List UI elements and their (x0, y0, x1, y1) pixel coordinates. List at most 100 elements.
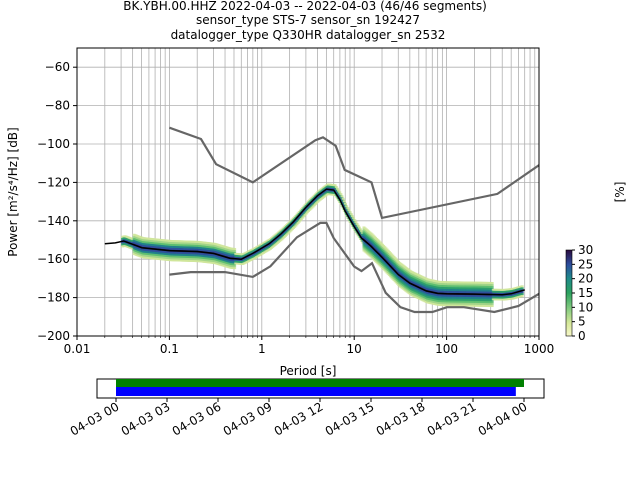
density-cell (289, 229, 293, 232)
density-cell (233, 247, 237, 250)
density-cell (338, 191, 342, 194)
density-cell (382, 244, 386, 247)
density-cell (520, 294, 524, 297)
density-cell (233, 265, 237, 268)
density-cell (345, 205, 349, 208)
chart-title-line2: sensor_type STS-7 sensor_sn 192427 (196, 13, 420, 27)
density-cell (395, 259, 399, 262)
chart-title-line3: datalogger_type Q330HR datalogger_sn 253… (171, 28, 446, 42)
density-cell (380, 243, 384, 246)
density-cell (296, 221, 300, 224)
density-cell (360, 230, 364, 233)
density-cell (305, 211, 309, 214)
time-tick-label: 04-03 09 (221, 399, 275, 438)
density-cell (490, 305, 494, 308)
density-cell (390, 253, 394, 256)
density-cell (287, 231, 291, 234)
density-cell (304, 212, 308, 215)
density-cell (397, 260, 401, 263)
density-cell (490, 301, 494, 304)
density-cell (379, 242, 383, 245)
density-cell (334, 185, 338, 188)
density-cell (298, 219, 302, 222)
density-cell (286, 232, 290, 235)
density-cell (377, 240, 381, 243)
density-cell (297, 220, 301, 223)
density-cell (308, 208, 312, 211)
density-cell (340, 195, 344, 198)
low-noise-model-line (169, 221, 539, 314)
density-cell (393, 257, 397, 260)
y-tick-label: −120 (37, 175, 70, 189)
density-cell (349, 213, 353, 216)
time-tick-label: 04-03 00 (68, 399, 122, 438)
density-cell (359, 228, 363, 231)
density-cell (348, 211, 352, 214)
density-cell (313, 203, 317, 206)
density-cell (293, 225, 297, 228)
density-cell (520, 292, 524, 295)
density-cell (341, 197, 345, 200)
density-cell (337, 189, 341, 192)
high-noise-model-line (169, 126, 539, 220)
density-cell (394, 258, 398, 261)
density-cell (490, 282, 494, 285)
mode-line (104, 188, 525, 296)
colorbar-tick-label: 30 (578, 243, 593, 257)
density-cell (520, 285, 524, 288)
density-cell (355, 222, 359, 225)
plot-frame (76, 47, 540, 337)
colorbar-tick-label: 15 (578, 286, 593, 300)
x-axis-label: Period [s] (280, 364, 337, 378)
density-cell (378, 241, 382, 244)
density-cell (520, 291, 524, 294)
density-cell (392, 255, 396, 258)
time-tick-label: 04-03 03 (119, 399, 173, 438)
density-cell (389, 252, 393, 255)
density-cell (288, 230, 292, 233)
time-tick-label: 04-03 12 (272, 399, 326, 438)
density-cell (333, 184, 337, 187)
density-cell (342, 200, 346, 203)
density-cell (353, 219, 357, 222)
density-cell (315, 201, 319, 204)
density-cell (520, 287, 524, 290)
y-axis-label: Power [m²/s⁴/Hz] [dB] (6, 127, 20, 256)
density-cell (344, 202, 348, 205)
density-cell (290, 228, 294, 231)
density-cell (283, 234, 287, 237)
x-tick-label: 100 (435, 342, 458, 356)
density-cell (316, 200, 320, 203)
y-axis: −60 −80 −100 −120 −140 −160 −180 −200 (37, 60, 77, 343)
density-cell (386, 249, 390, 252)
density-cell (339, 193, 343, 196)
chart-title-line1: BK.YBH.00.HHZ 2022-04-03 -- 2022-04-03 (… (123, 0, 487, 13)
time-coverage-bars (116, 379, 524, 396)
density-cell (233, 249, 237, 252)
density-cell (354, 221, 358, 224)
y-tick-label: −180 (37, 291, 70, 305)
x-tick-label: 1000 (524, 342, 555, 356)
density-cell (311, 205, 315, 208)
colorbar-tick-label: 5 (578, 315, 586, 329)
density-cell (294, 224, 298, 227)
x-tick-label: 10 (347, 342, 362, 356)
y-tick-label: −80 (45, 99, 70, 113)
density-cell (371, 234, 375, 237)
colorbar-tick-label: 10 (578, 300, 593, 314)
density-cell (372, 235, 376, 238)
density-cell (309, 207, 313, 210)
y-tick-label: −100 (37, 137, 70, 151)
density-cell (370, 233, 374, 236)
density-cell (301, 216, 305, 219)
colorbar-tick-label: 0 (578, 329, 586, 343)
density-cell (357, 226, 361, 229)
time-tick-label: 04-03 15 (323, 399, 377, 438)
density-cell (310, 206, 314, 209)
density-cell (292, 226, 296, 229)
density-cell (385, 248, 389, 251)
density-cell (490, 283, 494, 286)
density-cell (312, 204, 316, 207)
